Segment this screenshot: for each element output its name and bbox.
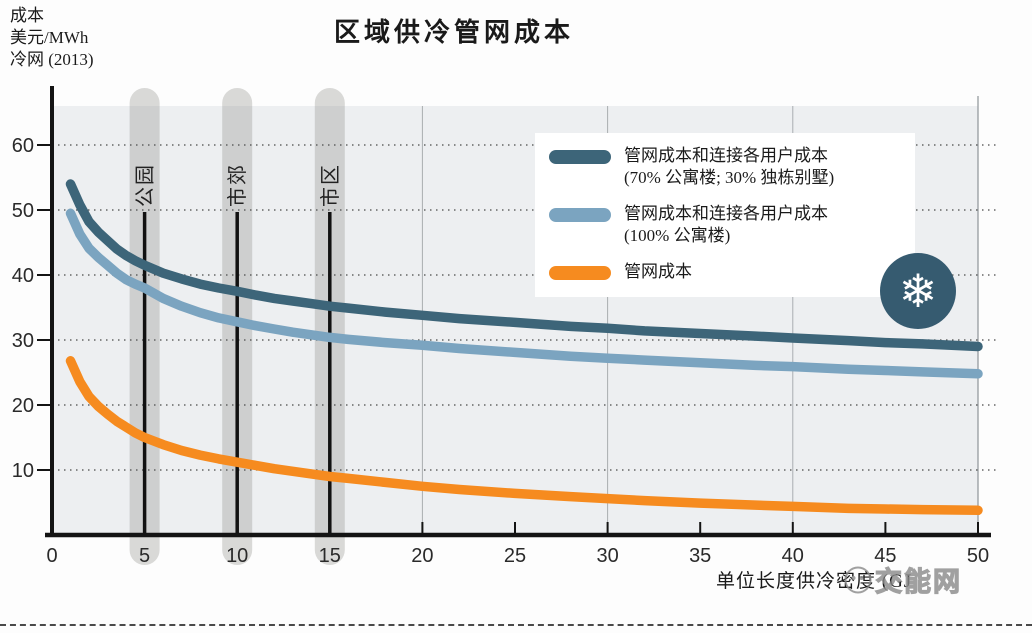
legend-label-line1: 管网成本和连接各用户成本 [624,146,828,165]
zone-label: 公园 [135,163,157,207]
y-axis-unit-line-1: 成本 [10,6,44,25]
x-tick-label: 5 [139,545,150,567]
legend-swatch-light-blue [549,208,611,223]
bottom-dashed-divider [0,624,1032,626]
x-tick-label: 35 [689,545,711,567]
zone-label: 市郊 [226,163,249,207]
y-tick-label: 50 [12,200,34,222]
watermark-logo-icon [844,566,872,593]
x-tick-label: 50 [967,545,989,567]
x-tick-label: 45 [874,545,896,567]
x-tick-label: 15 [319,545,341,567]
y-tick-label: 20 [12,395,34,417]
x-tick-label: 30 [596,545,618,567]
y-axis-unit-label: 成本 美元/MWh 冷网 (2013) [10,5,94,70]
series-line-1 [65,208,983,379]
legend-label-line1: 管网成本和连接各用户成本 [624,204,828,224]
page-title: 区域供冷管网成本 [334,18,575,47]
y-tick-label: 10 [12,460,34,482]
zone-label: 市区 [319,163,342,207]
snowflake-icon: ❄ [898,264,938,318]
chart-legend: 管网成本和连接各用户成本 (70% 公寓楼; 30% 独栋别墅) 管网成本和连接… [535,133,915,297]
x-tick-label: 40 [782,545,804,567]
legend-label-line2: (70% 公寓楼; 30% 独栋别墅) [624,168,835,188]
x-tick-label: 20 [411,545,433,567]
snowflake-badge: ❄ [880,253,956,329]
legend-swatch-orange [549,266,611,281]
legend-item-network-plus-connection-70-30: 管网成本和连接各用户成本 (70% 公寓楼; 30% 独栋别墅) [549,145,915,189]
series-line-2 [65,356,983,516]
legend-item-network-plus-connection-100: 管网成本和连接各用户成本 (100% 公寓楼) [549,203,915,247]
y-tick-label: 60 [12,135,34,157]
watermark: 交能网 [843,560,962,599]
legend-swatch-dark-blue [549,150,611,164]
legend-item-network-cost: 管网成本 [549,261,915,283]
x-tick-label: 25 [504,545,526,567]
y-axis-unit-line-2: 美元/MWh [10,27,89,47]
y-tick-label: 30 [12,330,34,352]
legend-label-line2: (100% 公寓楼) [624,226,731,246]
y-tick-label: 40 [12,265,34,287]
watermark-text: 交能网 [874,566,962,597]
x-tick-label: 10 [226,545,248,567]
series-line-0 [65,179,983,352]
legend-label-line1: 管网成本 [624,262,692,282]
y-axis-unit-line-3: 冷网 (2013) [10,49,94,69]
x-tick-label: 0 [46,545,57,567]
